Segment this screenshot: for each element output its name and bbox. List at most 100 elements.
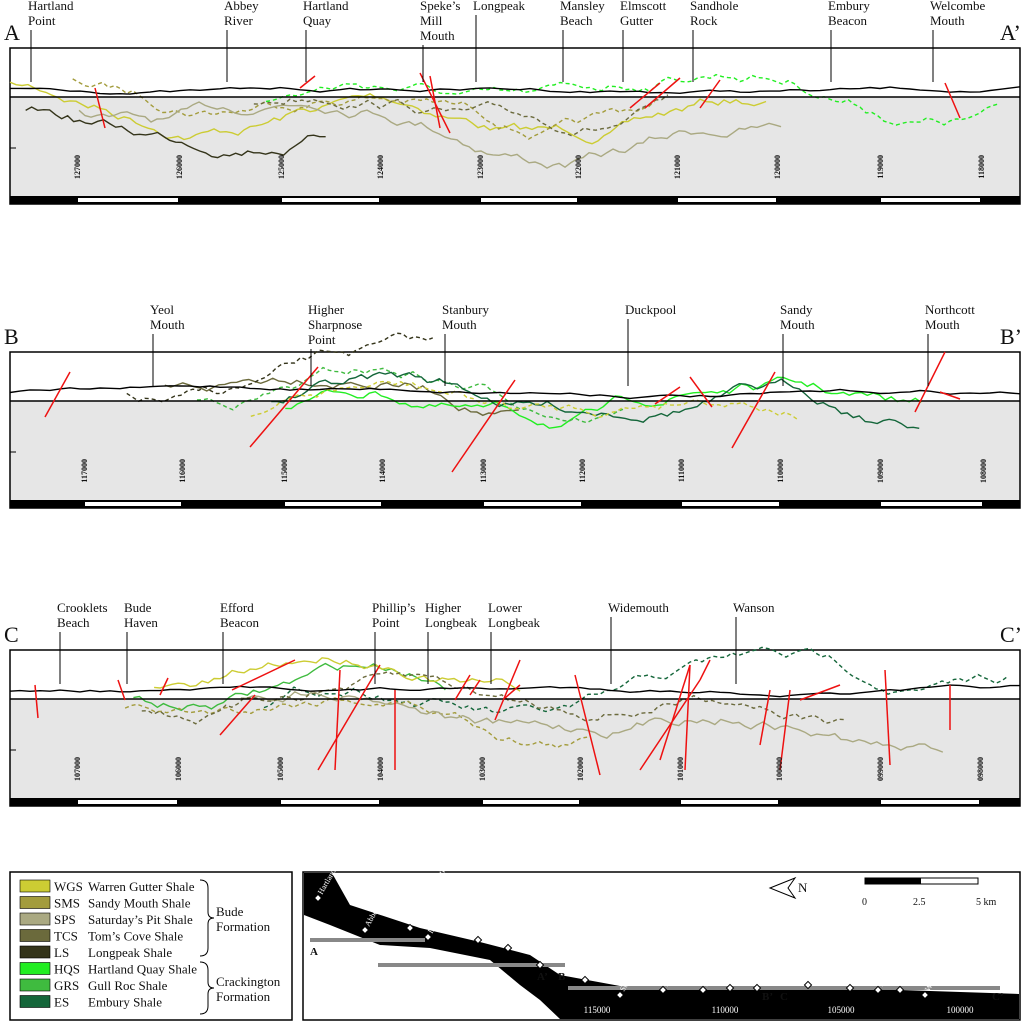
place-label: Mill bbox=[420, 13, 443, 28]
section-start: A bbox=[4, 20, 20, 45]
place-label: Hartland bbox=[303, 0, 349, 13]
scale-bar-white bbox=[483, 800, 579, 804]
x-tick-label: 114000 bbox=[378, 459, 387, 483]
fault bbox=[300, 76, 315, 88]
section-start: B bbox=[4, 324, 19, 349]
scale-bar-white bbox=[681, 800, 778, 804]
x-tick-label: 110000 bbox=[776, 459, 785, 483]
topography bbox=[10, 386, 1020, 399]
legend-swatch bbox=[20, 913, 50, 925]
strata-line bbox=[154, 658, 520, 691]
scale-bar-white bbox=[881, 502, 982, 506]
legend-code: GRS bbox=[54, 978, 79, 993]
place-label: Wanson bbox=[733, 600, 775, 615]
legend-name: Warren Gutter Shale bbox=[88, 879, 195, 894]
legend-code: WGS bbox=[54, 879, 83, 894]
x-tick-label: 102000 bbox=[576, 757, 585, 781]
x-tick-label: 103000 bbox=[478, 757, 487, 781]
map-x-tick: 120000 bbox=[487, 1005, 515, 1015]
place-label: Efford bbox=[220, 600, 254, 615]
x-tick-label: 125000 bbox=[277, 155, 286, 179]
legend-name: Hartland Quay Shale bbox=[88, 962, 197, 977]
place-label: Bude bbox=[124, 600, 152, 615]
place-label: Sandhole bbox=[690, 0, 739, 13]
x-tick-label: 098000 bbox=[976, 757, 985, 781]
x-tick-label: 106000 bbox=[174, 757, 183, 781]
legend-code: HQS bbox=[54, 962, 80, 977]
legend-name: Embury Shale bbox=[88, 995, 162, 1010]
place-label: Northcott bbox=[925, 302, 975, 317]
legend-code: LS bbox=[54, 945, 69, 960]
place-label: Embury bbox=[828, 0, 870, 13]
legend-name: Sandy Mouth Shale bbox=[88, 896, 191, 911]
x-tick-label: 109000 bbox=[876, 459, 885, 483]
map-section-label: A’ bbox=[537, 971, 548, 983]
place-label: Elmscott bbox=[620, 0, 667, 13]
x-tick-label: 118000 bbox=[977, 155, 986, 179]
place-label: Higher bbox=[308, 302, 345, 317]
place-label: Mansley bbox=[560, 0, 605, 13]
place-label: Yeol bbox=[150, 302, 174, 317]
x-tick-label: 099000 bbox=[876, 757, 885, 781]
place-label: Quay bbox=[303, 13, 332, 28]
section-end: A’ bbox=[1000, 20, 1021, 45]
legend-swatch bbox=[20, 897, 50, 909]
x-tick-label: 117000 bbox=[80, 459, 89, 483]
place-label: Lower bbox=[488, 600, 523, 615]
scale-bar-white bbox=[481, 198, 577, 202]
place-label: Beacon bbox=[828, 13, 867, 28]
scale-bar-white bbox=[881, 800, 979, 804]
place-label: Stanbury bbox=[442, 302, 489, 317]
place-label: Phillip’s bbox=[372, 600, 415, 615]
legend-swatch bbox=[20, 880, 50, 892]
x-tick-label: 113000 bbox=[479, 459, 488, 483]
place-label: Mouth bbox=[930, 13, 965, 28]
place-label: Gutter bbox=[620, 13, 654, 28]
scale-bar-white bbox=[682, 502, 779, 506]
place-label: Rock bbox=[690, 13, 718, 28]
place-label: Beacon bbox=[220, 615, 259, 630]
scale-bar-white bbox=[285, 502, 381, 506]
legend-code: TCS bbox=[54, 929, 78, 944]
map-scale-black bbox=[865, 878, 921, 884]
legend-name: Longpeak Shale bbox=[88, 945, 172, 960]
legend-swatch bbox=[20, 930, 50, 942]
map-section-label: C bbox=[780, 991, 788, 1003]
place-label: Longbeak bbox=[425, 615, 477, 630]
scale-bar-white bbox=[85, 502, 181, 506]
place-label: Mouth bbox=[442, 317, 477, 332]
scale-bar-white bbox=[78, 198, 178, 202]
place-label: Duckpool bbox=[625, 302, 677, 317]
map-x-tick: 110000 bbox=[712, 1005, 739, 1015]
place-label: Abbey bbox=[224, 0, 259, 13]
scale-label: 5 km bbox=[976, 897, 997, 908]
x-tick-label: 105000 bbox=[276, 757, 285, 781]
scale-label: 2.5 bbox=[913, 897, 926, 908]
map-x-tick: 105000 bbox=[828, 1005, 856, 1015]
x-tick-label: 104000 bbox=[376, 757, 385, 781]
section-fill bbox=[10, 699, 1020, 798]
legend-code: SPS bbox=[54, 912, 76, 927]
scale-bar-white bbox=[678, 198, 776, 202]
fault bbox=[800, 685, 840, 700]
legend-swatch bbox=[20, 963, 50, 975]
section-fill bbox=[10, 401, 1020, 500]
place-label: Longbeak bbox=[488, 615, 540, 630]
place-label: River bbox=[224, 13, 254, 28]
place-label: Mouth bbox=[780, 317, 815, 332]
scale-bar-white bbox=[282, 198, 379, 202]
legend-code: SMS bbox=[54, 896, 80, 911]
place-label: Crooklets bbox=[57, 600, 108, 615]
north-label: N bbox=[798, 880, 808, 895]
map-x-tick: 100000 bbox=[947, 1005, 975, 1015]
scale-bar-white bbox=[881, 198, 980, 202]
legend: WGS Warren Gutter Shale SMS Sandy Mouth Sha… bbox=[10, 872, 292, 1020]
section-fill bbox=[10, 97, 1020, 196]
place-label: Longpeak bbox=[473, 0, 525, 13]
legend-swatch bbox=[20, 946, 50, 958]
x-tick-label: 107000 bbox=[73, 757, 82, 781]
place-label: Widemouth bbox=[608, 600, 669, 615]
x-tick-label: 111000 bbox=[677, 459, 686, 482]
x-tick-label: 120000 bbox=[773, 155, 782, 179]
legend-name: Tom’s Cove Shale bbox=[88, 929, 183, 944]
